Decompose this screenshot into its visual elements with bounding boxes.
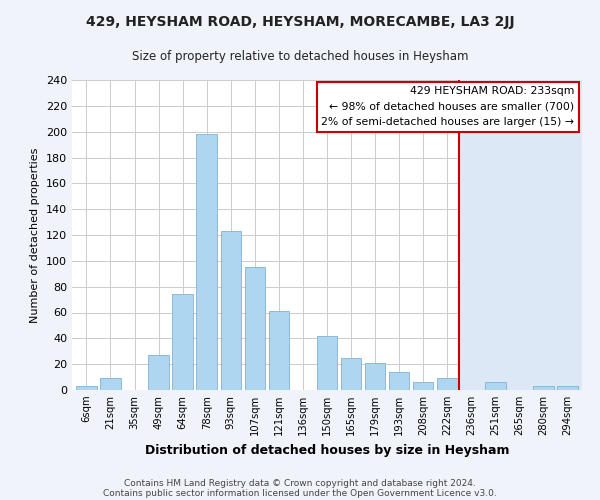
Y-axis label: Number of detached properties: Number of detached properties <box>31 148 40 322</box>
Bar <box>460 80 582 390</box>
Bar <box>100 378 121 390</box>
Bar <box>76 386 97 390</box>
Text: 429, HEYSHAM ROAD, HEYSHAM, MORECAMBE, LA3 2JJ: 429, HEYSHAM ROAD, HEYSHAM, MORECAMBE, L… <box>86 15 514 29</box>
X-axis label: Distribution of detached houses by size in Heysham: Distribution of detached houses by size … <box>145 444 509 456</box>
Text: Contains HM Land Registry data © Crown copyright and database right 2024.: Contains HM Land Registry data © Crown c… <box>124 478 476 488</box>
Bar <box>245 268 265 390</box>
Bar <box>365 363 385 390</box>
Bar <box>413 382 433 390</box>
Bar <box>317 336 337 390</box>
Text: Size of property relative to detached houses in Heysham: Size of property relative to detached ho… <box>132 50 468 63</box>
Bar <box>341 358 361 390</box>
Bar <box>196 134 217 390</box>
Bar <box>389 372 409 390</box>
Bar <box>221 231 241 390</box>
Text: 429 HEYSHAM ROAD: 233sqm
← 98% of detached houses are smaller (700)
2% of semi-d: 429 HEYSHAM ROAD: 233sqm ← 98% of detach… <box>322 86 574 128</box>
Text: Contains public sector information licensed under the Open Government Licence v3: Contains public sector information licen… <box>103 488 497 498</box>
Bar <box>269 311 289 390</box>
Bar <box>172 294 193 390</box>
Bar <box>557 386 578 390</box>
Bar <box>533 386 554 390</box>
Bar <box>437 378 458 390</box>
Bar <box>148 355 169 390</box>
Bar <box>485 382 506 390</box>
